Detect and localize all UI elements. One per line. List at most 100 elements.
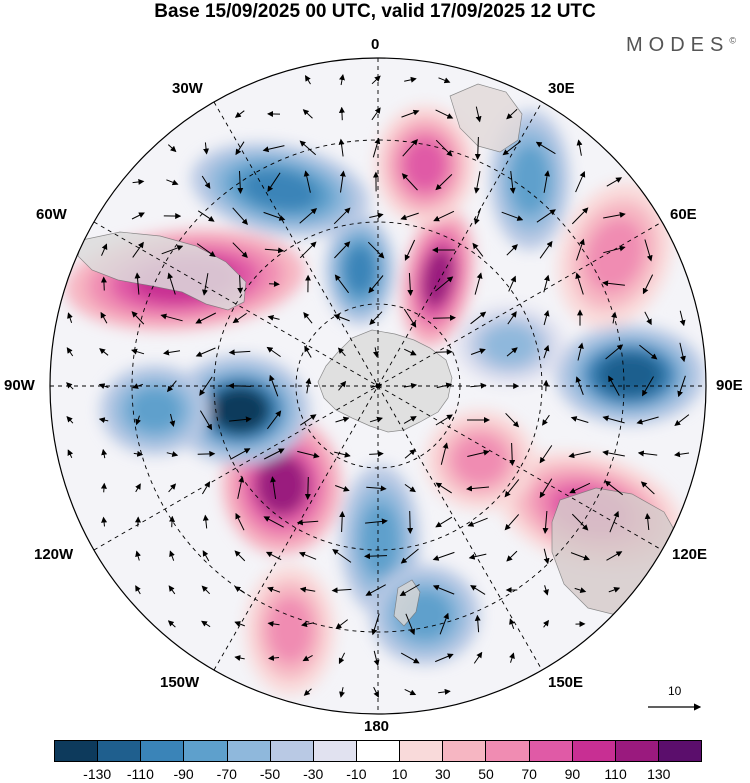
wind-vector <box>334 241 351 259</box>
wind-vector <box>571 513 589 531</box>
wind-vector <box>304 476 311 500</box>
wind-vector <box>333 314 350 322</box>
wind-vector <box>201 175 211 189</box>
wind-vector <box>203 142 210 155</box>
colorbar-cell <box>227 741 271 761</box>
colorbar-cell <box>658 741 702 761</box>
wind-vector <box>266 410 282 430</box>
wind-vector <box>400 652 420 664</box>
wind-vector <box>335 416 350 423</box>
wind-vector <box>301 621 315 628</box>
wind-vector <box>575 170 586 193</box>
wind-vector <box>674 414 690 427</box>
anomaly-contour <box>597 353 663 397</box>
colorbar-cell <box>572 741 616 761</box>
wind-vector <box>365 518 388 525</box>
wind-vector <box>267 172 281 193</box>
wind-vector <box>67 449 74 459</box>
wind-vector <box>101 516 108 527</box>
wind-vector <box>403 348 417 356</box>
wind-vector <box>400 212 419 221</box>
wind-vector <box>674 451 690 458</box>
wind-vector <box>509 171 516 194</box>
lon-label-120e: 120E <box>672 546 708 563</box>
wind-vector <box>574 587 587 594</box>
wind-vector <box>501 211 524 221</box>
wind-vector <box>435 276 454 292</box>
wind-vector <box>474 136 481 160</box>
wind-vector <box>263 211 286 221</box>
wind-vector <box>228 382 252 389</box>
lon-label-90w: 90W <box>4 377 35 394</box>
colorbar-cell <box>270 741 314 761</box>
wind-vector <box>234 621 245 627</box>
colorbar-tick-label: -30 <box>303 766 324 782</box>
wind-vector <box>468 553 487 560</box>
wind-vector <box>166 179 179 186</box>
lon-label-0: 0 <box>371 36 380 53</box>
wind-vector <box>132 241 144 258</box>
colorbar-cell <box>313 741 357 761</box>
wind-vector <box>339 74 345 86</box>
anomaly-contour <box>403 138 447 192</box>
wind-vector <box>232 242 248 259</box>
wind-vector <box>472 242 484 257</box>
wind-vector <box>432 314 456 321</box>
anomaly-contour <box>422 247 454 309</box>
wind-vector <box>404 76 417 83</box>
wind-vector <box>639 344 658 360</box>
wind-vector <box>543 548 550 565</box>
wind-vector <box>432 551 455 561</box>
wind-vector <box>131 348 145 355</box>
wind-vector <box>166 451 179 457</box>
wind-vector <box>644 311 652 326</box>
wind-vector <box>304 345 312 358</box>
wind-vector <box>372 347 379 358</box>
wind-vector <box>269 281 280 287</box>
anomaly-contour <box>510 145 550 215</box>
anomaly-contour <box>586 218 644 292</box>
wind-vector <box>131 212 145 220</box>
wind-vector <box>602 415 625 424</box>
wind-vector <box>475 106 482 123</box>
colorbar-tick-label: -70 <box>216 766 237 782</box>
wind-vector <box>404 483 416 493</box>
wind-vector <box>473 171 481 194</box>
anomaly-contour <box>482 325 538 365</box>
wind-vector <box>506 347 518 357</box>
wind-vector <box>568 451 591 459</box>
wind-vector <box>438 688 451 695</box>
wind-vector <box>507 311 517 325</box>
wind-vector <box>202 514 209 529</box>
colorbar-tick-label: 70 <box>521 766 537 782</box>
wind-vector <box>232 312 247 324</box>
modes-logo: MODES© <box>626 34 736 57</box>
wind-vector <box>66 347 74 357</box>
wind-vector <box>470 348 486 355</box>
wind-vector <box>576 238 585 261</box>
wind-vector <box>133 450 144 457</box>
wind-vector <box>474 272 483 295</box>
wind-vector <box>642 274 654 295</box>
wind-vector <box>407 272 414 296</box>
wind-vector <box>368 275 384 294</box>
anomaly-contour <box>452 435 508 485</box>
wind-vector <box>333 207 351 225</box>
wind-vector <box>66 416 74 424</box>
wind-vector <box>298 551 317 560</box>
wind-vector <box>504 514 520 531</box>
wind-vector <box>473 651 483 664</box>
wind-vector <box>234 655 245 661</box>
wind-vector <box>167 272 176 295</box>
wind-vector <box>169 515 176 528</box>
lon-label-150w: 150W <box>160 674 200 691</box>
colorbar <box>54 740 702 762</box>
wind-vector <box>100 276 107 291</box>
colorbar-cell <box>55 741 99 761</box>
wind-vector <box>608 586 621 593</box>
wind-vector <box>297 450 320 459</box>
wind-vector <box>369 311 383 326</box>
wind-vector <box>331 587 352 594</box>
wind-vector <box>641 376 654 397</box>
wind-vector <box>335 619 349 630</box>
